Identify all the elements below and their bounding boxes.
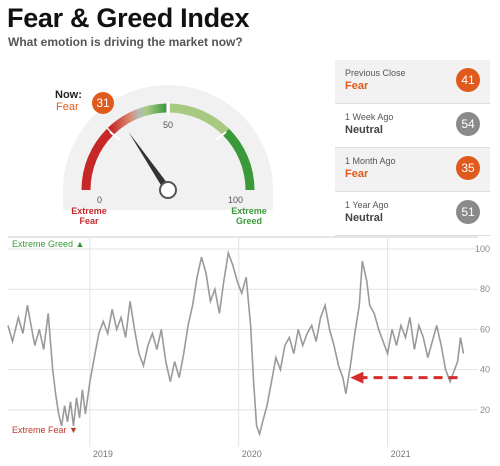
gauge-caption-extreme-greed-1: Extreme [231, 206, 267, 216]
series-line-fear-greed [8, 253, 464, 434]
fear-greed-gauge: 0 50 100 Extreme Fear Extreme Greed Now:… [0, 60, 330, 230]
history-row-1-month-ago: 1 Month Ago Fear 35 [335, 148, 490, 192]
annotation-arrow-head [350, 372, 363, 384]
gauge-now-label: Now: [55, 89, 82, 101]
history-value-badge: 54 [456, 112, 480, 136]
history-row-1-week-ago: 1 Week Ago Neutral 54 [335, 104, 490, 148]
gauge-caption-extreme-fear-1: Extreme [71, 206, 107, 216]
y-tick-label: 80 [480, 284, 490, 294]
history-value-badge: 35 [456, 156, 480, 180]
gauge-caption-extreme-fear-2: Fear [79, 216, 99, 226]
gauge-tick-mid: 50 [163, 120, 173, 130]
y-tick-label: 100 [475, 244, 490, 254]
history-row-1-year-ago: 1 Year Ago Neutral 51 [335, 192, 490, 236]
gauge-dial: 0 50 100 Extreme Fear Extreme Greed Now:… [0, 60, 330, 230]
x-tick-label-year: 2019 [93, 449, 113, 459]
y-tick-label: 40 [480, 365, 490, 375]
x-tick-label-year: 2020 [242, 449, 262, 459]
x-tick-label-year: 2021 [391, 449, 411, 459]
y-tick-label: 60 [480, 324, 490, 334]
history-panel: Previous Close Fear 41 1 Week Ago Neutra… [335, 60, 490, 236]
chart-bottom-label-extreme-fear: Extreme Fear ▼ [12, 425, 78, 435]
gauge-tick-max: 100 [228, 195, 243, 205]
gauge-needle-hub [160, 182, 176, 198]
gauge-now-value: 31 [96, 96, 110, 110]
history-chart: 2019 2020 2021 20 40 60 80 100 Extreme Greed ▲… [0, 235, 500, 461]
gauge-tick-min: 0 [97, 195, 102, 205]
chart-top-label-extreme-greed: Extreme Greed ▲ [12, 239, 84, 249]
gauge-now-state: Fear [56, 101, 79, 113]
page-title: Fear & Greed Index [7, 3, 249, 34]
history-value-badge: 51 [456, 200, 480, 224]
page-subtitle: What emotion is driving the market now? [8, 35, 243, 49]
history-row-previous-close: Previous Close Fear 41 [335, 60, 490, 104]
y-tick-label: 20 [480, 405, 490, 415]
gauge-caption-extreme-greed-2: Greed [236, 216, 262, 226]
history-chart-svg: 2019 2020 2021 20 40 60 80 100 Extreme Greed ▲… [0, 235, 500, 461]
history-value-badge: 41 [456, 68, 480, 92]
